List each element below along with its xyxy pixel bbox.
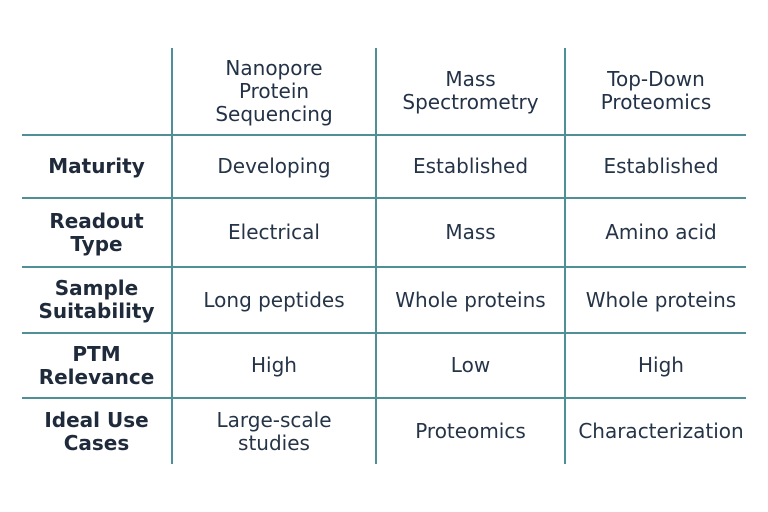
row-label-line: Maturity bbox=[48, 154, 145, 178]
table-rule bbox=[22, 197, 746, 199]
table-rule bbox=[22, 134, 746, 136]
column-divider bbox=[171, 48, 173, 464]
row-label-line: Ideal Use bbox=[44, 407, 149, 432]
column-header-line: Nanopore bbox=[225, 55, 323, 80]
cell-text: Established bbox=[412, 154, 529, 178]
table-cell: Whole proteins bbox=[377, 268, 564, 332]
table-rule bbox=[22, 397, 746, 399]
cell-text: studies bbox=[238, 430, 310, 455]
table-cell: Large-scale studies bbox=[173, 399, 375, 464]
column-divider bbox=[564, 48, 566, 464]
row-label-line: Cases bbox=[63, 430, 130, 455]
table-cell: Whole proteins bbox=[566, 268, 756, 332]
row-label-ideal-use-cases: Ideal Use Cases bbox=[22, 399, 171, 464]
table-cell: Established bbox=[566, 136, 756, 197]
table-cell: Characterization bbox=[566, 399, 756, 464]
column-header-line: Sequencing bbox=[215, 101, 333, 126]
cell-text: Electrical bbox=[228, 220, 320, 244]
cell-text: High bbox=[251, 353, 297, 377]
column-header-top-down-proteomics: Top-Down Proteomics bbox=[566, 48, 746, 134]
column-header-mass-spectrometry: Mass Spectrometry bbox=[377, 48, 564, 134]
cell-text: Large-scale bbox=[216, 407, 332, 432]
column-header-line: Proteomics bbox=[600, 90, 712, 114]
table-cell: Long peptides bbox=[173, 268, 375, 332]
row-label-line: Type bbox=[70, 231, 123, 256]
table-cell: Developing bbox=[173, 136, 375, 197]
cell-text: Mass bbox=[445, 220, 496, 244]
cell-text: High bbox=[638, 353, 684, 377]
cell-text: Whole proteins bbox=[395, 287, 546, 312]
cell-text: Developing bbox=[217, 154, 331, 178]
cell-text: Whole proteins bbox=[585, 287, 737, 312]
table-cell: High bbox=[173, 334, 375, 397]
table-cell: Mass bbox=[377, 199, 564, 266]
row-label-ptm-relevance: PTM Relevance bbox=[22, 334, 171, 397]
cell-text: Characterization bbox=[578, 419, 744, 443]
row-label-readout-type: Readout Type bbox=[22, 199, 171, 266]
table-cell: Low bbox=[377, 334, 564, 397]
row-label-line: Sample bbox=[54, 276, 139, 300]
table-rule bbox=[22, 266, 746, 268]
row-label-sample-suitability: Sample Suitability bbox=[22, 268, 171, 332]
table-cell: Established bbox=[377, 136, 564, 197]
row-label-line: Relevance bbox=[38, 364, 155, 389]
column-header-line: Mass bbox=[445, 67, 496, 91]
cell-text: Long peptides bbox=[203, 287, 345, 312]
table-cell: Proteomics bbox=[377, 399, 564, 464]
row-label-line: Suitability bbox=[38, 299, 155, 323]
table-cell: Amino acid bbox=[566, 199, 756, 266]
cell-text: Amino acid bbox=[605, 220, 717, 244]
cell-text: Low bbox=[450, 353, 491, 377]
column-header-line: Top-Down bbox=[607, 67, 705, 91]
table-rule bbox=[22, 332, 746, 334]
column-header-line: Protein bbox=[238, 78, 310, 103]
cell-text: Established bbox=[603, 154, 719, 178]
row-label-line: Readout bbox=[49, 208, 144, 233]
table-cell: Electrical bbox=[173, 199, 375, 266]
column-header-nanopore: Nanopore Protein Sequencing bbox=[173, 48, 375, 134]
row-label-maturity: Maturity bbox=[22, 136, 171, 197]
cell-text: Proteomics bbox=[415, 419, 526, 443]
row-label-line: PTM bbox=[72, 341, 121, 366]
column-divider bbox=[375, 48, 377, 464]
table-cell: High bbox=[566, 334, 756, 397]
column-header-line: Spectrometry bbox=[402, 90, 539, 114]
